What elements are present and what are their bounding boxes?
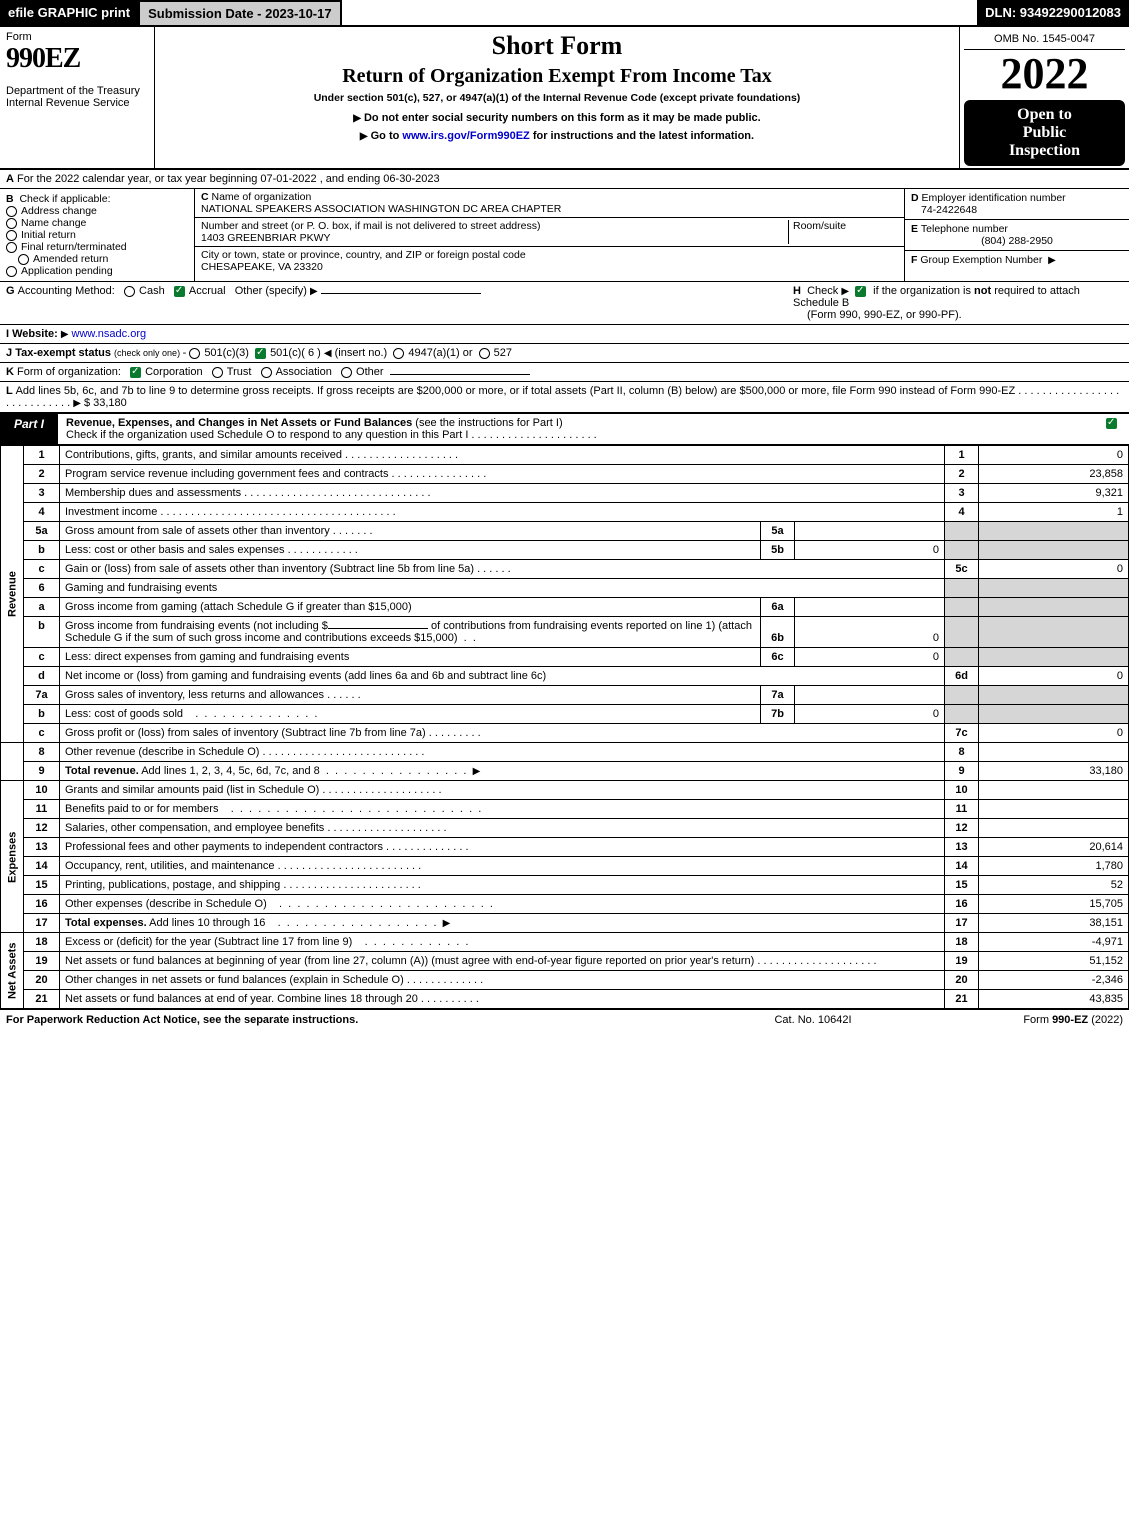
org-city: CHESAPEAKE, VA 23320 (201, 261, 323, 273)
val-line19: 51,152 (979, 952, 1129, 971)
val-line9: 33,180 (979, 762, 1129, 781)
chk-final-return[interactable]: Final return/terminated (21, 241, 127, 253)
dept-label: Department of the Treasury (6, 85, 148, 97)
line-i: I Website: www.nsadc.org (0, 325, 1129, 344)
irs-label: Internal Revenue Service (6, 97, 148, 109)
part1-table: Revenue 1 Contributions, gifts, grants, … (0, 445, 1129, 1009)
gross-receipts: $ 33,180 (84, 397, 127, 409)
chk-schedule-o-part1[interactable] (1106, 418, 1117, 429)
line-a: A For the 2022 calendar year, or tax yea… (0, 170, 1129, 189)
chk-app-pending[interactable]: Application pending (21, 265, 113, 277)
form-url-link[interactable]: www.irs.gov/Form990EZ (402, 130, 529, 142)
form-header: Form 990EZ Department of the Treasury In… (0, 27, 1129, 170)
line-k: K Form of organization: Corporation Trus… (0, 363, 1129, 382)
line-g-h: G Accounting Method: Cash Accrual Other … (0, 282, 1129, 325)
val-line15: 52 (979, 876, 1129, 895)
val-line18: -4,971 (979, 933, 1129, 952)
short-form-title: Short Form (161, 31, 953, 61)
val-line20: -2,346 (979, 971, 1129, 990)
val-line6d: 0 (979, 667, 1129, 686)
ssn-warning: Do not enter social security numbers on … (161, 112, 953, 124)
val-line8 (979, 743, 1129, 762)
org-name: NATIONAL SPEAKERS ASSOCIATION WASHINGTON… (201, 203, 561, 215)
top-bar: efile GRAPHIC print Submission Date - 20… (0, 0, 1129, 27)
part1-tag: Part I (0, 414, 58, 444)
val-line17: 38,151 (979, 914, 1129, 933)
revenue-side-label: Revenue (1, 446, 24, 743)
tax-year: 2022 (964, 50, 1125, 98)
submission-date-label: Submission Date - 2023-10-17 (138, 0, 342, 25)
under-section-text: Under section 501(c), 527, or 4947(a)(1)… (161, 92, 953, 104)
val-line16: 15,705 (979, 895, 1129, 914)
val-line14: 1,780 (979, 857, 1129, 876)
form-number: 990EZ (6, 43, 148, 75)
chk-address-change[interactable]: Address change (21, 205, 97, 217)
phone-value: (804) 288-2950 (911, 235, 1123, 247)
val-line13: 20,614 (979, 838, 1129, 857)
chk-schedule-b[interactable] (855, 286, 866, 297)
chk-name-change[interactable]: Name change (21, 217, 86, 229)
identity-block: B Check if applicable: Address change Na… (0, 189, 1129, 282)
ein-value: 74-2422648 (921, 204, 977, 216)
chk-initial-return[interactable]: Initial return (21, 229, 76, 241)
val-line21: 43,835 (979, 990, 1129, 1009)
line-j: J Tax-exempt status (check only one) - 5… (0, 344, 1129, 363)
page-footer: For Paperwork Reduction Act Notice, see … (0, 1009, 1129, 1030)
omb-number: OMB No. 1545-0047 (964, 29, 1125, 50)
org-street: 1403 GREENBRIAR PKWY (201, 232, 331, 244)
website-link[interactable]: www.nsadc.org (72, 328, 147, 340)
form-label: Form (6, 31, 148, 43)
line-l: L Add lines 5b, 6c, and 7b to line 9 to … (0, 382, 1129, 413)
part1-bar: Part I Revenue, Expenses, and Changes in… (0, 413, 1129, 445)
goto-instructions: Go to www.irs.gov/Form990EZ for instruct… (161, 130, 953, 142)
expenses-side-label: Expenses (1, 781, 24, 933)
val-line7c: 0 (979, 724, 1129, 743)
dln-label: DLN: 93492290012083 (977, 0, 1129, 25)
val-line2: 23,858 (979, 465, 1129, 484)
val-line4: 1 (979, 503, 1129, 522)
netassets-side-label: Net Assets (1, 933, 24, 1009)
val-line1: 0 (979, 446, 1129, 465)
open-public-inspection-badge: Open to Public Inspection (964, 100, 1125, 166)
chk-amended[interactable]: Amended return (33, 253, 108, 265)
return-title: Return of Organization Exempt From Incom… (161, 65, 953, 88)
val-line5c: 0 (979, 560, 1129, 579)
efile-print-label[interactable]: efile GRAPHIC print (0, 0, 138, 25)
val-line3: 9,321 (979, 484, 1129, 503)
